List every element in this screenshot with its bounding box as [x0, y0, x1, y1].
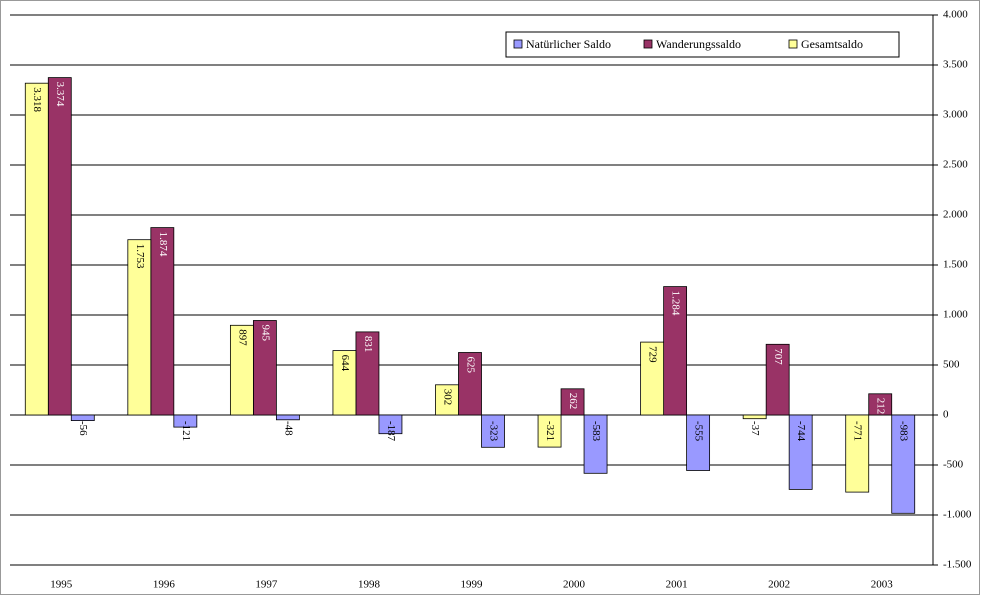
value-label: -983: [898, 421, 910, 442]
bar: [24, 82, 49, 416]
bar: [640, 341, 665, 416]
value-label: 945: [259, 325, 271, 342]
value-label: 1.753: [134, 244, 146, 269]
value-label: -771: [852, 421, 864, 441]
x-tick-label: 1996: [153, 579, 176, 591]
value-label: -48: [282, 421, 294, 436]
bar: [275, 414, 300, 421]
bar: [742, 414, 767, 420]
y-tick-label: 0: [943, 409, 949, 421]
x-tick-label: 2000: [563, 579, 586, 591]
legend-swatch: [643, 39, 653, 49]
bar: [458, 352, 482, 416]
bar: [481, 414, 505, 448]
legend-swatch: [513, 39, 523, 49]
value-label: 729: [647, 346, 659, 363]
bar: [560, 388, 585, 416]
x-tick-label: 1999: [461, 579, 484, 591]
value-label: -37: [749, 421, 761, 436]
bar: [583, 414, 608, 474]
y-tick-label: 3.000: [943, 109, 968, 121]
bar: [70, 414, 95, 421]
bar: [686, 414, 711, 471]
x-tick-label: 1995: [50, 579, 73, 591]
value-label: 212: [875, 398, 887, 415]
bar: [891, 414, 916, 514]
value-label: 644: [339, 355, 351, 372]
x-tick-label: 2001: [666, 579, 688, 591]
value-label: 3.374: [54, 82, 66, 107]
value-label: 831: [362, 336, 374, 353]
legend-box: [505, 31, 900, 58]
value-label: -56: [77, 421, 89, 436]
value-label: 3.318: [31, 87, 43, 112]
bar: [173, 414, 198, 428]
y-tick-label: 4.000: [943, 9, 968, 21]
legend-label: Gesamtsaldo: [801, 37, 863, 51]
legend-label: Natürlicher Saldo: [526, 37, 611, 51]
value-label: 262: [567, 393, 579, 410]
value-label: 1.874: [157, 232, 169, 257]
bar: [868, 393, 893, 416]
x-tick-label: 1997: [255, 579, 278, 591]
value-label: 625: [464, 357, 476, 374]
x-tick-label: 2003: [871, 579, 894, 591]
value-label: 302: [441, 389, 453, 406]
bar: [845, 414, 870, 493]
y-tick-label: -1.500: [943, 559, 972, 571]
bar: [765, 343, 790, 416]
value-label: 707: [772, 348, 784, 365]
y-tick-label: 2.000: [943, 209, 968, 221]
y-tick-label: 500: [943, 359, 960, 371]
x-tick-label: 2002: [768, 579, 790, 591]
value-label: 897: [236, 329, 248, 346]
y-tick-label: 1.000: [943, 309, 968, 321]
bar: [127, 239, 152, 416]
value-label: -583: [590, 421, 602, 442]
value-label: -121: [180, 421, 192, 441]
bar: [332, 350, 357, 416]
bar: [229, 324, 254, 416]
value-label: -744: [795, 421, 807, 442]
bar: [47, 77, 72, 416]
bar: [537, 414, 562, 448]
legend-swatch: [788, 39, 798, 49]
value-label: 1.284: [670, 291, 682, 316]
y-tick-label: 2.500: [943, 159, 968, 171]
value-label: -555: [693, 421, 705, 442]
bar: [435, 384, 459, 416]
bar: [378, 414, 403, 435]
bar: [788, 414, 813, 490]
value-label: -187: [385, 421, 397, 442]
y-tick-label: -500: [943, 459, 964, 471]
y-tick-label: -1.000: [943, 509, 972, 521]
value-label: -323: [487, 421, 499, 442]
legend-label: Wanderungssaldo: [656, 37, 741, 51]
x-tick-label: 1998: [358, 579, 381, 591]
y-tick-label: 1.500: [943, 259, 968, 271]
y-tick-label: 3.500: [943, 59, 968, 71]
value-label: -321: [544, 421, 556, 441]
